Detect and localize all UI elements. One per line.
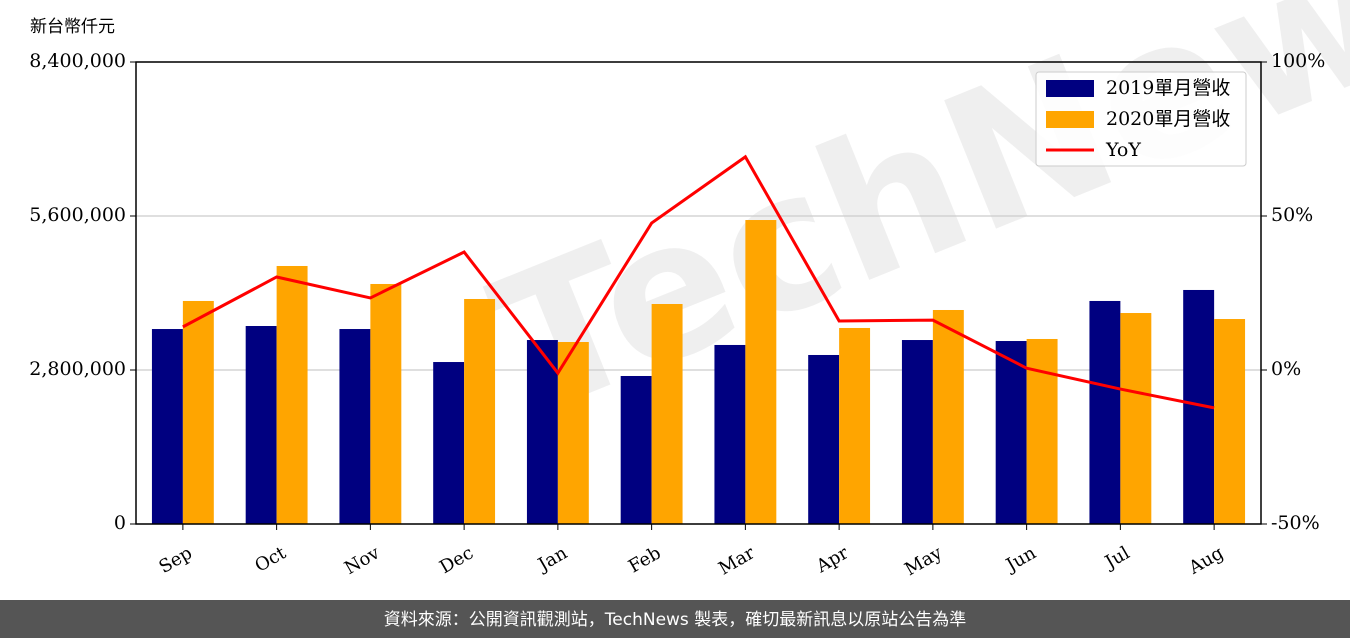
x-tick-label: Jun <box>1001 542 1040 577</box>
x-tick-label: Aug <box>1184 542 1227 579</box>
x-tick-label: Nov <box>341 542 384 579</box>
bar <box>557 342 589 524</box>
bar <box>433 362 465 524</box>
bar <box>620 375 652 524</box>
bar <box>1089 300 1121 524</box>
x-tick-label: Mar <box>715 542 759 579</box>
y-tick-label: 5,600,000 <box>29 204 126 226</box>
x-tick-label: Jan <box>533 542 571 576</box>
y-tick-label: 8,400,000 <box>29 50 126 72</box>
y-axis-title: 新台幣仟元 <box>30 17 115 37</box>
bar <box>182 300 214 524</box>
bar <box>464 298 496 524</box>
bar <box>339 329 371 524</box>
footer <box>0 600 1350 638</box>
bar <box>1026 338 1058 524</box>
bar <box>901 340 933 524</box>
legend-label: YoY <box>1105 139 1141 161</box>
x-tick-label: Feb <box>625 542 665 577</box>
bar <box>276 265 308 524</box>
legend-label: 2020單月營收 <box>1106 108 1230 130</box>
bar <box>245 326 277 524</box>
bar <box>526 340 558 524</box>
bar <box>370 283 402 524</box>
bar <box>714 344 746 524</box>
bar <box>745 220 777 524</box>
source-note: 資料來源：公開資訊觀測站，TechNews 製表，確切最新訊息以原站公告為準 <box>384 610 966 630</box>
legend-swatch <box>1046 111 1094 128</box>
x-tick-label: Dec <box>436 542 477 578</box>
x-tick-label: Jul <box>1100 542 1134 574</box>
plot-frame <box>135 61 1262 525</box>
x-tick-label: Oct <box>251 542 290 577</box>
bar <box>995 341 1027 524</box>
y2-tick-label: 50% <box>1271 204 1313 226</box>
y-tick-label: 0 <box>114 512 126 534</box>
x-tick-label: Sep <box>155 542 195 577</box>
x-tick-label: May <box>901 542 946 580</box>
legend-label: 2019單月營收 <box>1106 77 1230 99</box>
bar <box>651 304 683 524</box>
legend-swatch <box>1046 80 1094 97</box>
bar <box>1120 313 1152 524</box>
x-tick-label: Apr <box>812 542 852 577</box>
bar <box>932 309 964 524</box>
bar <box>1214 319 1246 524</box>
bar <box>808 354 840 524</box>
bar <box>839 327 871 524</box>
y2-tick-label: -50% <box>1271 512 1320 534</box>
y2-tick-label: 100% <box>1271 50 1325 72</box>
line-series <box>182 154 1215 410</box>
y-tick-label: 2,800,000 <box>29 358 126 380</box>
y2-tick-label: 0% <box>1271 358 1301 380</box>
bar <box>151 329 183 524</box>
